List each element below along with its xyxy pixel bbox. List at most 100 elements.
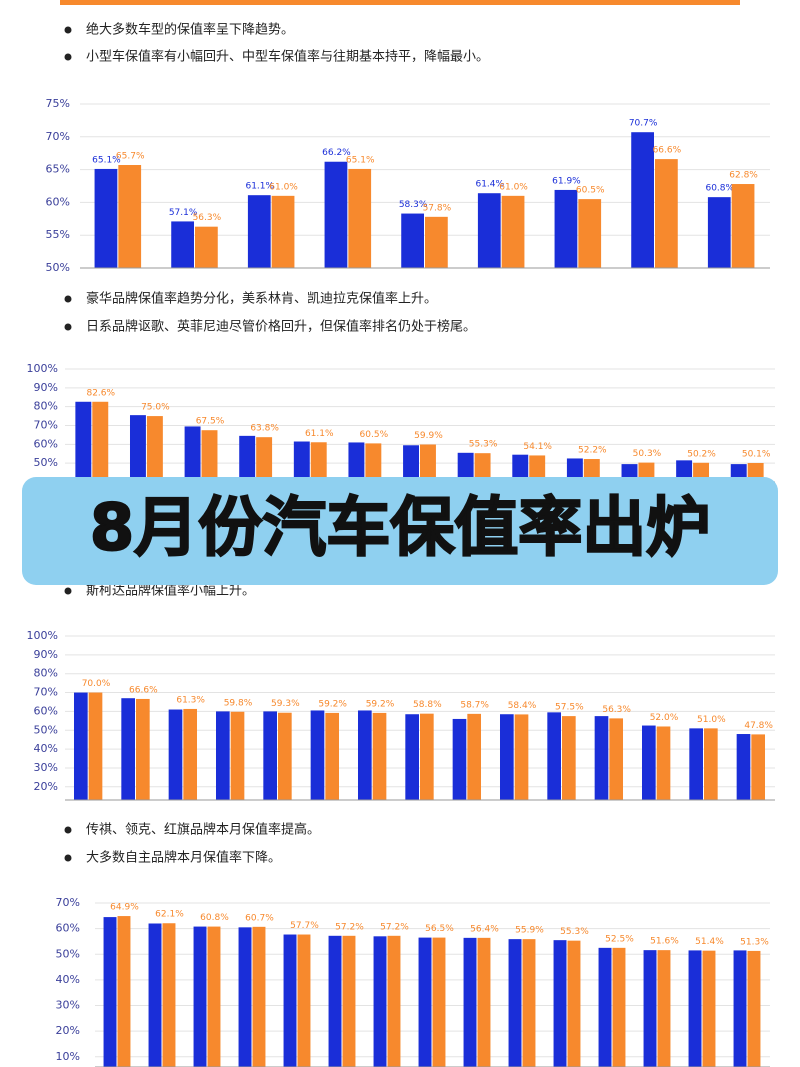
bar bbox=[263, 711, 277, 800]
value-label: 60.8% bbox=[200, 913, 229, 923]
bar bbox=[499, 714, 514, 800]
bar bbox=[583, 459, 600, 482]
banner-box bbox=[22, 477, 778, 585]
value-label: 56.3% bbox=[602, 705, 631, 715]
bar bbox=[566, 458, 583, 482]
value-label: 56.5% bbox=[425, 924, 454, 934]
y-tick-label: 65% bbox=[46, 163, 70, 176]
bar bbox=[136, 698, 150, 800]
bar bbox=[420, 713, 434, 800]
y-tick-label: 75% bbox=[46, 97, 70, 110]
value-label: 61.0% bbox=[269, 182, 298, 192]
bar bbox=[278, 712, 292, 800]
value-label: 57.2% bbox=[335, 922, 364, 932]
bar bbox=[117, 916, 131, 1067]
note: 大多数自主品牌本月保值率下降。 bbox=[86, 850, 281, 866]
bar bbox=[168, 709, 183, 800]
bar bbox=[184, 426, 201, 482]
banner: 8月份汽车保值率出炉 bbox=[22, 477, 778, 585]
value-label: 50.3% bbox=[633, 449, 662, 459]
y-tick-label: 50% bbox=[34, 456, 58, 469]
bar bbox=[477, 193, 501, 268]
value-label: 61.9% bbox=[552, 176, 581, 186]
bar bbox=[239, 435, 256, 482]
bar bbox=[522, 939, 536, 1067]
bar bbox=[162, 923, 176, 1067]
bar bbox=[529, 455, 546, 482]
y-tick-label: 20% bbox=[56, 1024, 80, 1037]
bar bbox=[553, 940, 567, 1067]
y-tick-label: 55% bbox=[46, 228, 70, 241]
value-label: 61.1% bbox=[245, 182, 274, 192]
bar bbox=[373, 936, 387, 1067]
bar bbox=[474, 453, 491, 482]
value-label: 52.5% bbox=[605, 934, 634, 944]
value-label: 61.4% bbox=[475, 180, 504, 190]
bar bbox=[467, 713, 482, 800]
value-label: 63.8% bbox=[250, 424, 279, 434]
bullet bbox=[64, 26, 72, 34]
bar bbox=[547, 712, 561, 800]
bar bbox=[283, 934, 297, 1067]
value-label: 58.7% bbox=[460, 700, 489, 710]
banner-title: 8月份汽车保值率出炉 bbox=[90, 492, 711, 566]
bar bbox=[293, 441, 310, 482]
value-label: 51.6% bbox=[650, 937, 679, 947]
bar bbox=[230, 711, 245, 800]
bar bbox=[631, 132, 654, 268]
value-label: 56.3% bbox=[193, 213, 222, 223]
bar bbox=[707, 197, 731, 268]
value-label: 55.9% bbox=[515, 926, 544, 936]
value-label: 60.5% bbox=[360, 430, 389, 440]
value-label: 70.0% bbox=[82, 679, 111, 689]
bar bbox=[425, 216, 448, 268]
bar bbox=[641, 725, 656, 800]
value-label: 57.1% bbox=[169, 208, 198, 218]
bar bbox=[657, 950, 671, 1067]
y-tick-label: 50% bbox=[56, 947, 80, 960]
value-label: 59.2% bbox=[366, 699, 395, 709]
bar bbox=[612, 947, 626, 1067]
y-tick-label: 30% bbox=[34, 761, 58, 774]
value-label: 57.2% bbox=[380, 922, 409, 932]
y-tick-label: 70% bbox=[34, 686, 58, 699]
bar bbox=[372, 712, 387, 800]
y-tick-label: 80% bbox=[34, 667, 58, 680]
value-label: 66.6% bbox=[653, 146, 682, 156]
charts: 绝大多数车型的保值率呈下降趋势。小型车保值率有小幅回升、中型车保值率与往期基本持… bbox=[27, 22, 775, 1067]
y-tick-label: 100% bbox=[27, 362, 58, 375]
bar bbox=[348, 168, 372, 268]
value-label: 60.5% bbox=[576, 186, 605, 196]
note: 日系品牌讴歌、英菲尼迪尽管价格回升，但保值率排名仍处于榜尾。 bbox=[86, 319, 476, 335]
bar bbox=[121, 698, 135, 800]
bar bbox=[325, 712, 340, 800]
bullet bbox=[64, 854, 72, 862]
value-label: 64.9% bbox=[110, 903, 139, 913]
value-label: 51.0% bbox=[697, 715, 726, 725]
bar bbox=[348, 442, 365, 482]
bar bbox=[171, 221, 194, 268]
value-label: 57.8% bbox=[423, 203, 452, 213]
bullet bbox=[64, 587, 72, 595]
bar bbox=[328, 935, 342, 1067]
y-tick-label: 80% bbox=[34, 400, 58, 413]
note: 传祺、领克、红旗品牌本月保值率提高。 bbox=[86, 822, 320, 838]
bar bbox=[207, 926, 221, 1067]
bar bbox=[656, 726, 671, 800]
bar bbox=[256, 437, 273, 482]
bar bbox=[88, 692, 103, 800]
bar bbox=[702, 950, 716, 1067]
bullet bbox=[64, 323, 72, 331]
y-tick-label: 90% bbox=[34, 648, 58, 661]
value-label: 58.4% bbox=[508, 701, 537, 711]
y-tick-label: 50% bbox=[46, 261, 70, 274]
bar bbox=[463, 937, 477, 1067]
y-tick-label: 60% bbox=[56, 922, 80, 935]
bar bbox=[183, 708, 198, 800]
bar bbox=[215, 711, 230, 800]
bar bbox=[609, 718, 624, 800]
bar bbox=[501, 195, 525, 268]
note: 小型车保值率有小幅回升、中型车保值率与往期基本持平，降幅最小。 bbox=[86, 49, 489, 65]
bar bbox=[201, 430, 218, 482]
bar bbox=[512, 454, 529, 482]
